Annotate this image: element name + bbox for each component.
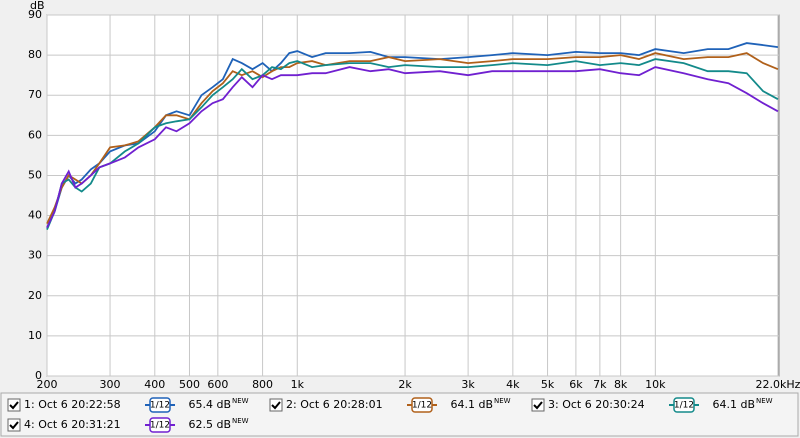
x-tick-label: 8k <box>614 378 628 391</box>
legend-check <box>9 421 19 430</box>
legend-check <box>271 401 281 410</box>
x-tick-label: 10k <box>645 378 666 391</box>
y-tick-label: 80 <box>28 48 42 61</box>
x-tick-label: 500 <box>179 378 200 391</box>
legend-smoothing: 1/12 <box>150 401 170 411</box>
x-tick-label: 5k <box>541 378 555 391</box>
legend-checkbox[interactable] <box>531 398 545 412</box>
x-tick-label: 800 <box>252 378 273 391</box>
y-tick-label: 90 <box>28 8 42 21</box>
y-tick-label: 30 <box>28 249 42 262</box>
legend-check <box>9 401 19 410</box>
legend-level: 64.1 dB <box>712 398 755 411</box>
y-tick-label: 10 <box>28 329 42 342</box>
y-tick-label: 70 <box>28 88 42 101</box>
x-tick-label: 4k <box>506 378 520 391</box>
legend-level: 62.5 dB <box>188 418 231 431</box>
x-tick-label: 3k <box>461 378 475 391</box>
x-tick-label: 7k <box>593 378 607 391</box>
legend-level-note: NEW <box>756 397 773 405</box>
legend-level: 64.1 dB <box>450 398 493 411</box>
legend-checkbox[interactable] <box>7 418 21 432</box>
x-tick-label: 1k <box>291 378 305 391</box>
x-tick-label: 22.0kHz <box>755 378 800 391</box>
legend-level: 65.4 dB <box>188 398 231 411</box>
legend-check <box>533 401 543 410</box>
legend-name: 4: Oct 6 20:31:21 <box>24 418 121 431</box>
y-tick-label: 20 <box>28 289 42 302</box>
legend-name: 1: Oct 6 20:22:58 <box>24 398 121 411</box>
y-tick-label: 40 <box>28 209 42 222</box>
legend-checkbox[interactable] <box>7 398 21 412</box>
x-tick-label: 6k <box>569 378 583 391</box>
legend-smoothing-box[interactable] <box>411 397 433 413</box>
legend-level-note: NEW <box>494 397 511 405</box>
legend-name: 2: Oct 6 20:28:01 <box>286 398 383 411</box>
legend-smoothing-box[interactable] <box>149 397 171 413</box>
y-tick-label: 50 <box>28 168 42 181</box>
legend-name: 3: Oct 6 20:30:24 <box>548 398 645 411</box>
x-tick-label: 300 <box>100 378 121 391</box>
legend-level-note: NEW <box>232 397 249 405</box>
y-axis-label: dB <box>30 0 45 12</box>
series-line <box>46 42 779 228</box>
legend-smoothing-box[interactable] <box>673 397 695 413</box>
legend-level-note: NEW <box>232 417 249 425</box>
x-tick-label: 600 <box>207 378 228 391</box>
legend-smoothing: 1/12 <box>412 401 432 411</box>
legend-box <box>0 392 799 437</box>
legend-smoothing: 1/12 <box>674 401 694 411</box>
y-tick-label: 0 <box>35 369 42 382</box>
legend-smoothing: 1/12 <box>150 421 170 431</box>
x-tick-label: 400 <box>144 378 165 391</box>
series-line <box>46 66 779 228</box>
legend-checkbox[interactable] <box>269 398 283 412</box>
x-tick-label: 2k <box>398 378 412 391</box>
x-tick-label: 200 <box>37 378 58 391</box>
y-tick-label: 60 <box>28 128 42 141</box>
plot-area <box>46 14 780 377</box>
legend-smoothing-box[interactable] <box>149 417 171 433</box>
